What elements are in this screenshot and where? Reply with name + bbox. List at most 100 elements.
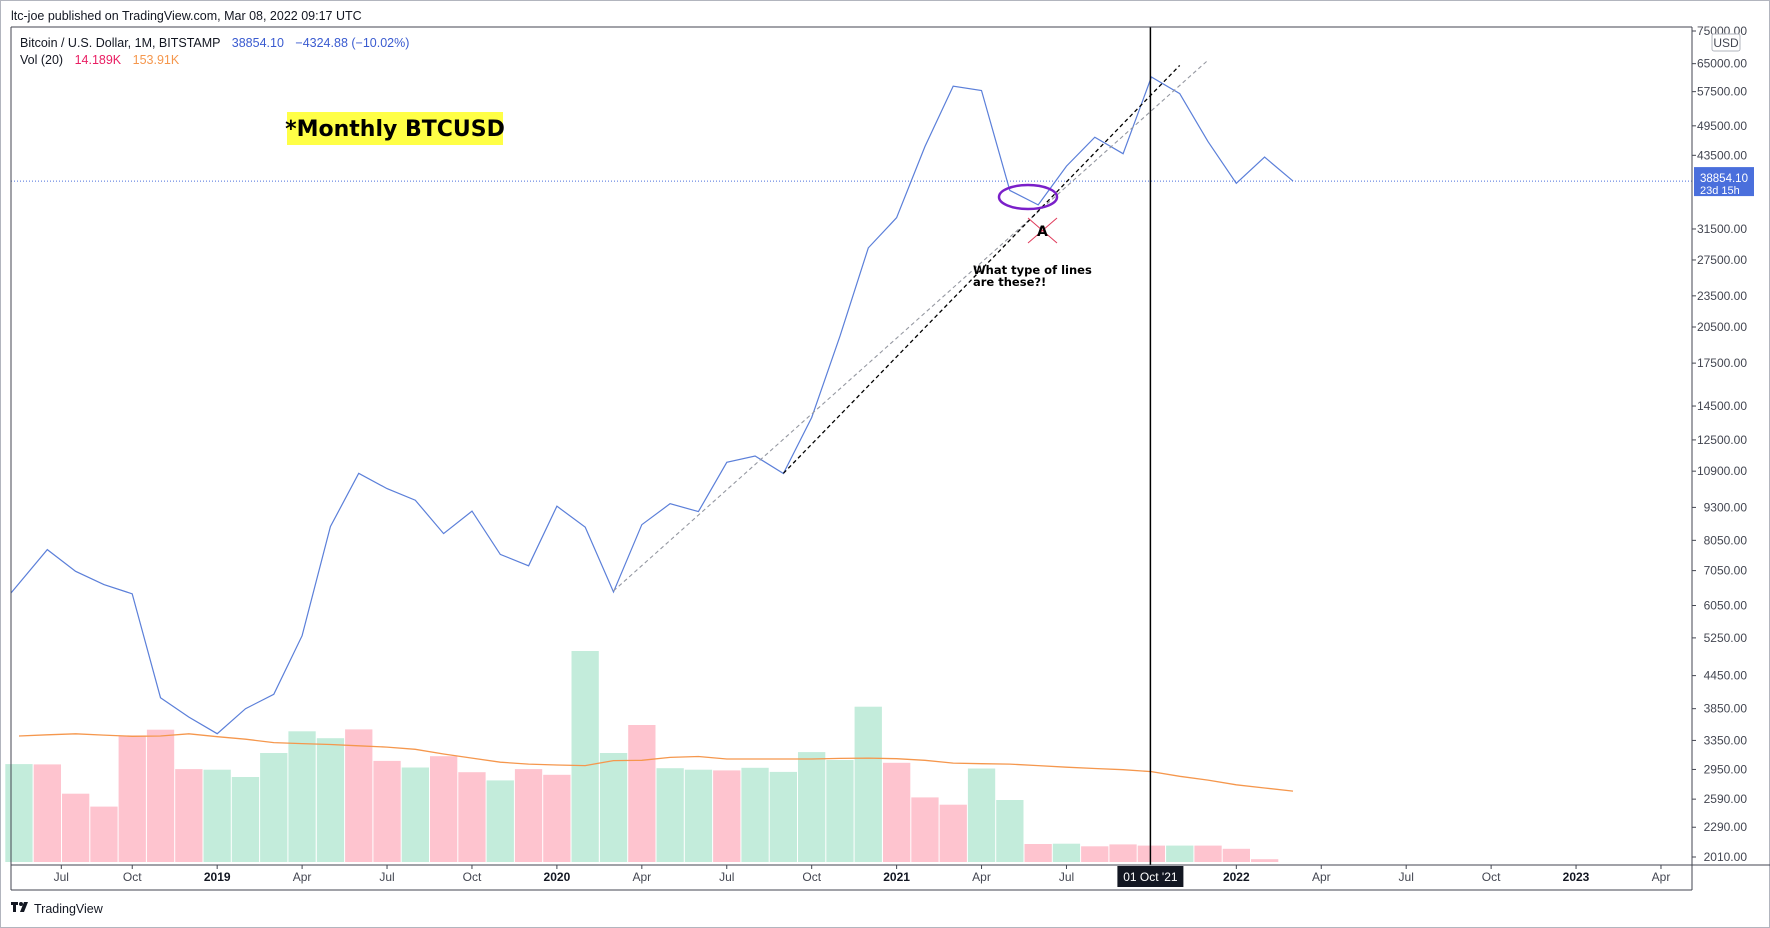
time-tick-label: Apr [632,870,651,884]
volume-bar [1024,844,1052,862]
volume-bar [430,756,458,862]
time-tick-label: 2019 [204,870,231,884]
volume-bar [883,762,911,862]
axes: 75000.0065000.0057500.0049500.0043500.00… [54,24,1754,887]
tradingview-logo-icon [11,902,28,912]
price-marker-countdown: 23d 15h [1700,185,1740,197]
volume-bar [826,760,854,862]
volume-bar [345,729,373,862]
volume-bar [967,768,996,862]
legend-symbol: Bitcoin / U.S. Dollar, 1M, BITSTAMP [20,36,220,50]
title-highlight-box [287,112,503,145]
volume-bar [769,771,797,862]
price-tick-label: 2950.00 [1704,762,1748,776]
question-line-2: are these?! [973,275,1046,289]
price-tick-label: 2590.00 [1704,792,1748,806]
crosshair-time-box [1117,866,1184,887]
price-tick-label: 65000.00 [1697,57,1747,71]
volume-bar [911,797,939,862]
footer-brand-text: TradingView [34,902,104,916]
volume-bar [656,768,684,862]
currency-label: USD [1713,36,1739,50]
time-tick-label: Apr [1312,870,1331,884]
volume-bar [996,800,1024,862]
volume-bar [33,764,61,862]
volume-bar [5,764,33,862]
volume-bar [684,769,713,862]
volume-bar [486,780,514,862]
volume-bar [514,769,543,862]
legend-symbol-row: Bitcoin / U.S. Dollar, 1M, BITSTAMP 3885… [20,36,409,50]
legend-vol-label: Vol (20) [20,53,63,67]
cross-line-2 [1027,217,1058,244]
text-layer: ltc-joe published on TradingView.com, Ma… [11,9,1739,916]
time-tick-label: Oct [802,870,821,884]
legend-vol-ma-value: 153.91K [133,53,180,67]
price-tick-label: 9300.00 [1704,500,1748,514]
price-tick-label: 49500.00 [1697,119,1747,133]
volume-bars [5,651,1279,862]
volume-bar [118,735,146,862]
time-tick-label: Jul [1399,870,1414,884]
volume-bar [62,793,90,862]
price-tick-label: 43500.00 [1697,148,1747,162]
marker-letter: A [1037,224,1048,240]
volume-bar [1194,845,1222,862]
volume-bar [1222,848,1250,862]
time-tick-label: 2023 [1563,870,1590,884]
volume-bar [288,731,316,862]
price-tick-label: 8050.00 [1704,533,1748,547]
chart-title: *Monthly BTCUSD [285,117,505,142]
price-line-group [10,76,1692,735]
price-tick-label: 2010.00 [1704,850,1748,864]
price-tick-label: 2290.00 [1704,820,1748,834]
time-tick-label: 2021 [883,870,910,884]
price-tick-label: 20500.00 [1697,320,1747,334]
trend-line-black [782,64,1181,474]
time-tick-label: Apr [1652,870,1671,884]
time-tick-label: Oct [463,870,482,884]
time-tick-label: Jul [54,870,69,884]
volume-bar [373,760,401,862]
volume-ma-line-group [18,733,1294,792]
volume-bar [458,772,486,862]
price-tick-label: 3350.00 [1704,733,1748,747]
trend-lines [613,59,1209,592]
volume-bar [1052,843,1081,862]
volume-bar [939,804,967,862]
volume-bar [401,767,429,862]
volume-bar [713,770,741,862]
price-tick-label: 57500.00 [1697,85,1747,99]
price-tick-label: 3850.00 [1704,702,1748,716]
volume-bar [1166,845,1194,862]
volume-ma-line [18,733,1294,792]
price-marker-box [1694,167,1754,197]
price-line [10,76,1294,735]
volume-bar [260,753,288,862]
price-tick-label: 7050.00 [1704,564,1748,578]
legend-last-price: 38854.10 [232,36,284,50]
volume-bar [316,738,345,862]
time-tick-label: Jul [719,870,734,884]
price-tick-label: 6050.00 [1704,599,1748,613]
volume-bar [146,729,175,862]
legend-vol-value: 14.189K [75,53,122,67]
volume-bar [175,769,203,862]
volume-bar [628,725,656,862]
price-tick-label: 5250.00 [1704,631,1748,645]
volume-bar [571,651,599,862]
highlight-ellipse [997,183,1059,211]
price-tick-label: 4450.00 [1704,669,1748,683]
published-header: ltc-joe published on TradingView.com, Ma… [11,9,362,23]
price-tick-label: 10900.00 [1697,464,1747,478]
time-tick-label: Oct [1482,870,1501,884]
volume-bar [543,774,571,862]
volume-bar [854,706,882,862]
volume-bar [1109,844,1137,862]
price-tick-label: 14500.00 [1697,399,1747,413]
crosshair-time-label: 01 Oct '21 [1123,870,1178,884]
volume-bar [1251,859,1279,862]
price-marker-value: 38854.10 [1700,173,1748,185]
